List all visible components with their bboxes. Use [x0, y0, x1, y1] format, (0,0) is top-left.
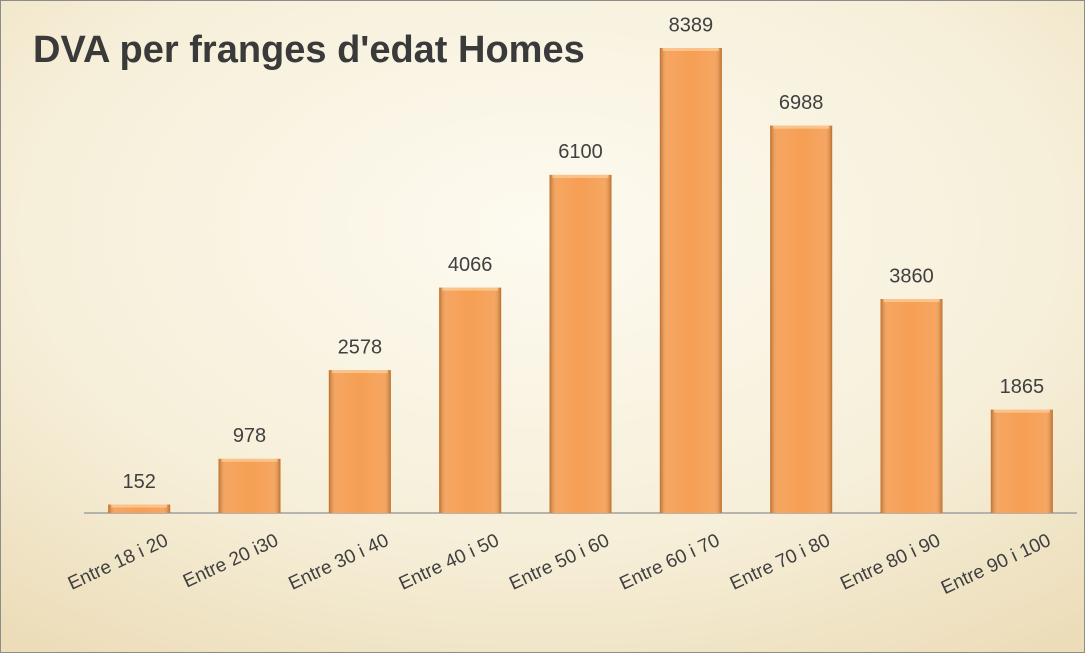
bar-shade [108, 504, 171, 513]
bar-shade [549, 174, 612, 513]
bar-cap [221, 458, 278, 462]
bar-cap [111, 504, 168, 508]
data-label: 152 [122, 471, 155, 493]
data-label: 1865 [1000, 376, 1045, 398]
bar-shade [218, 458, 281, 513]
data-label: 8389 [669, 14, 714, 36]
data-label: 6100 [558, 141, 603, 163]
bar-cap [331, 370, 388, 374]
chart-title: DVA per franges d'edat Homes [33, 29, 585, 71]
data-label: 978 [233, 425, 266, 447]
bar-cap [442, 287, 499, 291]
bar-shade [770, 125, 833, 514]
bar-cap [552, 174, 609, 178]
data-label: 3860 [889, 265, 934, 287]
bar-shade [880, 299, 943, 513]
bar-shade [328, 370, 391, 513]
data-label: 2578 [338, 336, 383, 358]
bar-shade [990, 409, 1053, 513]
data-label: 6988 [779, 92, 824, 114]
bar-cap [662, 48, 719, 51]
bar-shade [659, 48, 722, 513]
data-label: 4066 [448, 254, 493, 276]
bar-cap [773, 125, 830, 129]
bar-cap [883, 299, 940, 303]
bar-shade [439, 287, 502, 513]
bar-cap [993, 409, 1050, 413]
